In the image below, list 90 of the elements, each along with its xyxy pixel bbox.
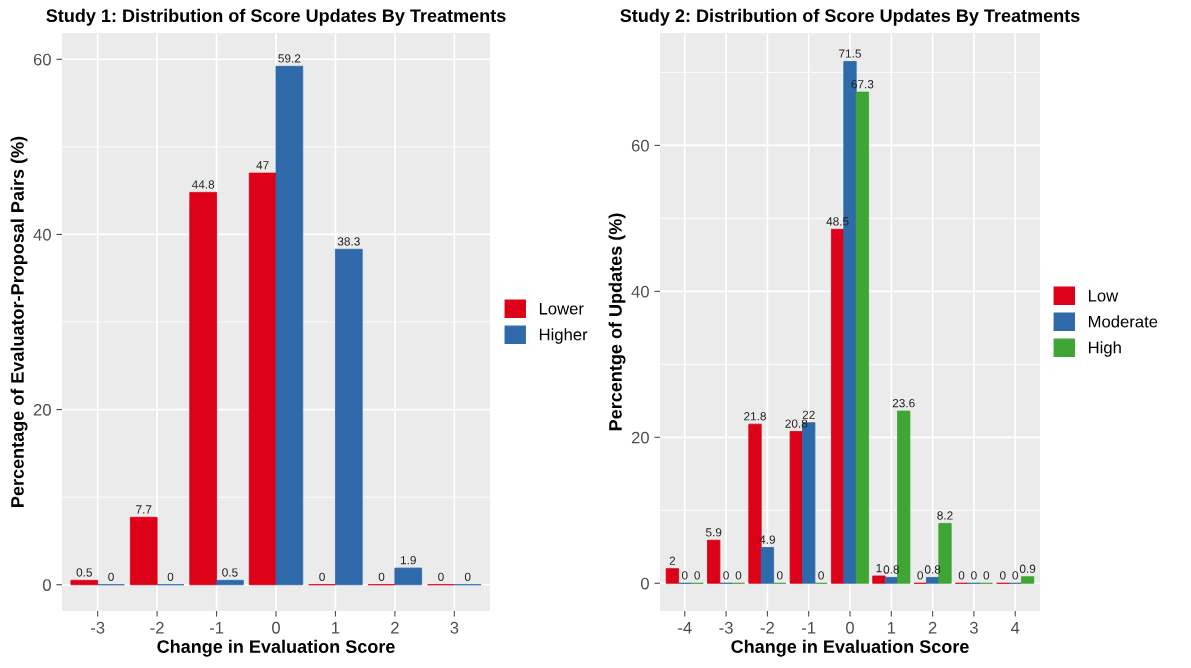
legend-label: Lower: [539, 302, 584, 315]
data-label: 38.3: [337, 237, 360, 246]
y-tick-label: 20: [33, 403, 51, 416]
bar: [884, 577, 898, 584]
data-label: 0: [917, 571, 924, 580]
data-label: 0: [1012, 571, 1019, 580]
y-axis-title: Percentage of Evaluator-Proposal Pairs (%): [10, 136, 28, 507]
x-tick-label: 3: [450, 621, 459, 634]
y-tick-label: 60: [33, 53, 51, 66]
bar: [872, 575, 886, 584]
y-tick-label: 0: [640, 577, 649, 590]
bar: [830, 228, 845, 584]
chart-title: Study 1: Distribution of Score Updates By Treatments: [46, 8, 506, 26]
x-tick-label: -1: [802, 622, 816, 634]
legend-label: Moderate: [1088, 315, 1158, 328]
data-label: 0: [735, 571, 742, 580]
data-label: 0.5: [222, 568, 238, 577]
data-label: 0: [1000, 571, 1006, 580]
legend-label: Higher: [539, 328, 588, 344]
data-label: 0: [464, 572, 471, 581]
data-label: 21.8: [744, 412, 766, 421]
data-label: 59.2: [278, 54, 301, 63]
bar: [1020, 576, 1035, 584]
legend-label: Low: [1088, 289, 1119, 302]
y-tick-label: 40: [631, 285, 649, 298]
data-label: 2: [669, 556, 676, 565]
y-tick-label: 0: [42, 579, 51, 591]
data-label: 44.8: [191, 180, 215, 189]
bar: [665, 568, 680, 584]
bar: [216, 579, 244, 586]
data-label: 0: [818, 571, 824, 580]
bar: [70, 579, 99, 586]
data-label: 8.2: [937, 511, 953, 520]
data-label: 20.8: [785, 419, 808, 428]
y-axis-title: Percentge of Updates (%): [608, 213, 626, 431]
data-label: 71.5: [839, 49, 861, 58]
bar: [335, 248, 363, 586]
data-label: 0.9: [1019, 564, 1036, 573]
x-tick-label: -4: [678, 622, 692, 634]
data-label: 1.9: [400, 556, 416, 565]
data-label: 22: [802, 410, 815, 419]
bar: [897, 410, 911, 584]
bar: [925, 577, 940, 584]
data-label: 0: [694, 571, 700, 580]
data-label: 0: [958, 571, 965, 580]
data-label: 47: [256, 161, 269, 170]
x-tick-label: -3: [91, 621, 105, 634]
x-tick-label: 1: [887, 622, 896, 634]
x-tick-label: -3: [719, 621, 733, 634]
bar: [394, 567, 423, 586]
bar: [189, 191, 217, 586]
data-label: 0: [776, 571, 783, 580]
x-tick-label: -2: [150, 621, 164, 634]
bar: [129, 516, 158, 586]
data-label: 0: [438, 572, 444, 581]
y-tick-label: 40: [33, 228, 51, 241]
bar: [248, 172, 277, 586]
legend-label: High: [1088, 341, 1121, 357]
data-label: 0: [681, 571, 688, 580]
data-label: 1: [876, 564, 882, 573]
data-label: 0: [971, 571, 977, 580]
x-tick-label: 0: [846, 621, 854, 634]
bar: [707, 539, 721, 584]
data-label: 7.7: [136, 505, 152, 514]
data-label: 23.6: [892, 398, 915, 408]
data-label: 0: [108, 572, 114, 581]
x-tick-label: 2: [391, 621, 399, 634]
bar: [855, 91, 870, 584]
data-label: 0: [167, 572, 174, 581]
x-tick-label: 3: [969, 621, 978, 634]
x-axis-title: Change in Evaluation Score: [731, 639, 969, 657]
data-label: 0: [378, 572, 385, 581]
x-tick-label: 1: [332, 622, 340, 634]
x-tick-label: -1: [209, 622, 224, 634]
data-label: 0.5: [76, 568, 92, 577]
data-label: 0: [319, 572, 325, 581]
x-tick-label: 0: [272, 621, 280, 634]
bar: [789, 431, 803, 584]
data-label: 0: [723, 571, 729, 580]
chart-title: Study 2: Distribution of Score Updates By Treatments: [620, 8, 1080, 26]
y-tick-label: 60: [631, 139, 649, 152]
bar: [275, 65, 304, 586]
bar: [760, 547, 775, 584]
x-tick-label: 4: [1010, 622, 1020, 634]
x-axis-title: Change in Evaluation Score: [157, 639, 395, 657]
x-tick-label: 2: [928, 621, 937, 634]
y-tick-label: 20: [631, 431, 649, 444]
data-label: 5.9: [705, 528, 722, 537]
data-label: 0: [983, 571, 990, 580]
x-tick-label: -2: [760, 621, 774, 634]
